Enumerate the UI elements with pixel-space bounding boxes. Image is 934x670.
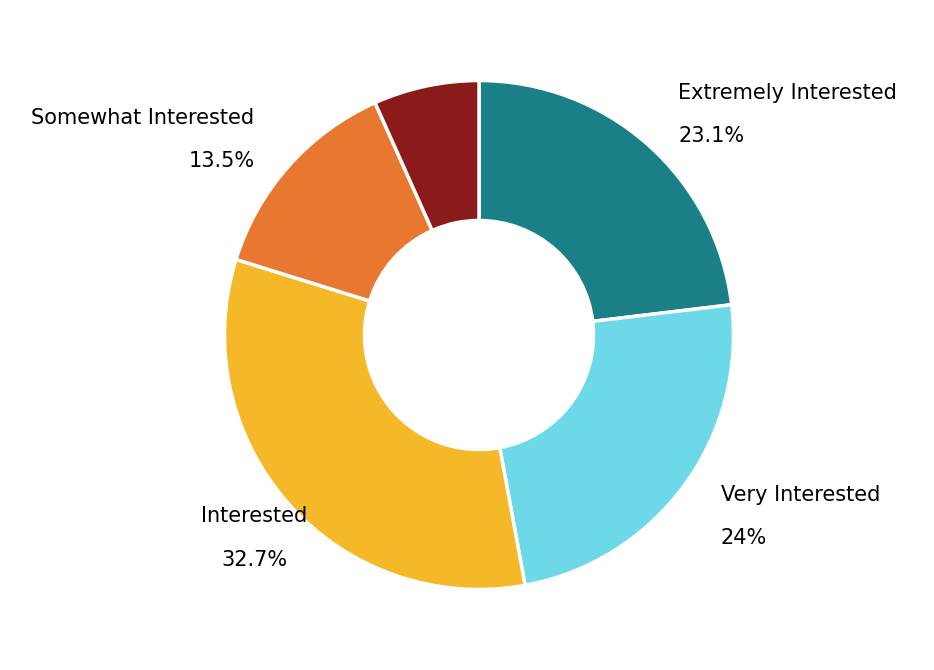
Text: Very Interested: Very Interested <box>721 485 880 505</box>
Text: 24%: 24% <box>721 529 767 549</box>
Text: Interested: Interested <box>201 507 307 527</box>
Text: 32.7%: 32.7% <box>221 550 288 570</box>
Wedge shape <box>479 80 731 322</box>
Wedge shape <box>236 103 432 301</box>
Text: 23.1%: 23.1% <box>678 126 744 146</box>
Wedge shape <box>500 305 733 586</box>
Wedge shape <box>224 259 525 590</box>
Text: Extremely Interested: Extremely Interested <box>678 82 898 103</box>
Text: 13.5%: 13.5% <box>189 151 254 171</box>
Wedge shape <box>375 80 479 230</box>
Text: Somewhat Interested: Somewhat Interested <box>31 108 254 128</box>
